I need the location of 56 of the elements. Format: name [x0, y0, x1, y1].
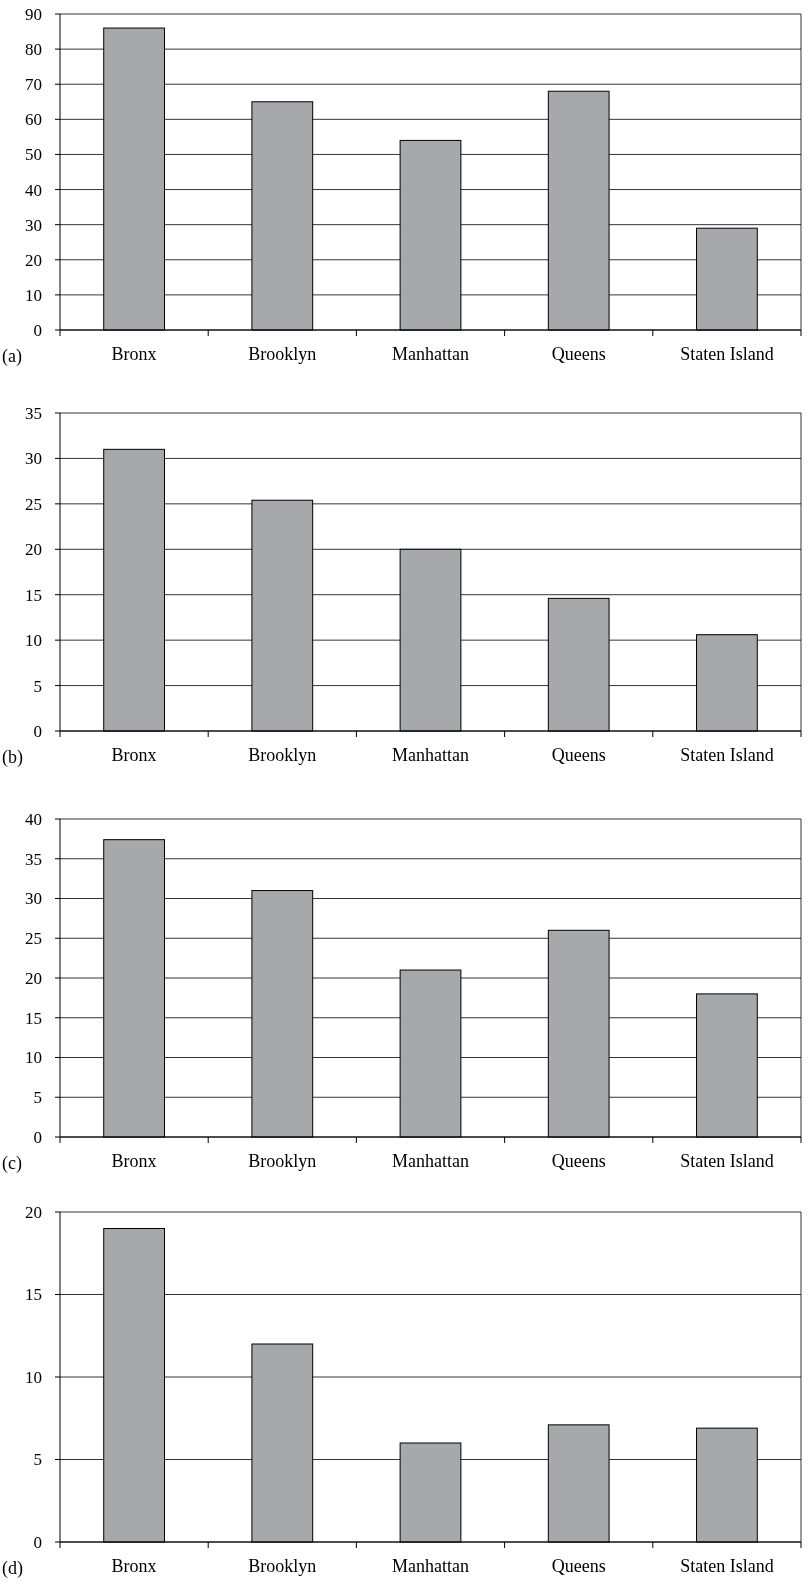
y-tick-label: 15 — [25, 1285, 42, 1305]
y-tick-label: 5 — [33, 1450, 42, 1470]
x-tick-label: Queens — [551, 1151, 606, 1171]
y-tick-label: 10 — [25, 285, 42, 305]
text: (d) — [2, 1558, 23, 1579]
text: (b) — [2, 747, 23, 768]
x-tick-label: Bronx — [111, 745, 157, 765]
y-tick-label: 25 — [25, 494, 42, 514]
y-tick-label: 10 — [25, 1048, 42, 1068]
y-tick-label: 0 — [33, 1532, 42, 1552]
y-tick-label: 40 — [25, 809, 42, 829]
y-tick-label: 0 — [33, 1127, 42, 1147]
y-tick-label: 30 — [25, 215, 42, 235]
x-tick-label: Brooklyn — [248, 344, 317, 364]
y-tick-label: 20 — [25, 968, 42, 988]
y-tick-label: 35 — [25, 849, 42, 869]
x-tick-label: Brooklyn — [248, 745, 317, 765]
y-tick-label: 80 — [25, 40, 42, 60]
text: (c) — [2, 1153, 22, 1174]
y-tick-label: 0 — [33, 721, 42, 741]
y-tick-label: 30 — [25, 449, 42, 469]
x-tick-label: Bronx — [111, 1151, 157, 1171]
y-tick-label: 15 — [25, 1008, 42, 1028]
x-tick-label: Manhattan — [392, 1556, 469, 1576]
y-tick-label: 10 — [25, 631, 42, 651]
x-tick-label: Manhattan — [392, 1151, 469, 1171]
x-tick-label: Staten Island — [680, 1556, 774, 1576]
y-tick-label: 90 — [25, 4, 42, 24]
y-tick-label: 20 — [25, 1202, 42, 1222]
y-tick-label: 0 — [33, 320, 42, 340]
x-tick-label: Queens — [551, 344, 606, 364]
x-tick-label: Staten Island — [680, 1151, 774, 1171]
x-tick-label: Brooklyn — [248, 1556, 317, 1576]
y-tick-label: 35 — [25, 403, 42, 423]
x-tick-label: Staten Island — [680, 745, 774, 765]
x-tick-label: Manhattan — [392, 344, 469, 364]
x-tick-label: Queens — [551, 745, 606, 765]
x-tick-label: Brooklyn — [248, 1151, 317, 1171]
x-tick-label: Bronx — [111, 344, 157, 364]
y-tick-label: 5 — [33, 1088, 42, 1108]
y-tick-label: 30 — [25, 889, 42, 909]
x-tick-label: Manhattan — [392, 745, 469, 765]
y-tick-label: 10 — [25, 1367, 42, 1387]
y-tick-label: 20 — [25, 540, 42, 560]
text: (a) — [2, 346, 22, 367]
y-tick-label: 60 — [25, 110, 42, 130]
y-tick-label: 25 — [25, 929, 42, 949]
y-tick-label: 15 — [25, 585, 42, 605]
x-tick-label: Staten Island — [680, 344, 774, 364]
y-tick-label: 50 — [25, 145, 42, 165]
y-tick-label: 40 — [25, 180, 42, 200]
x-tick-label: Queens — [551, 1556, 606, 1576]
y-tick-label: 70 — [25, 75, 42, 95]
x-tick-label: Bronx — [111, 1556, 157, 1576]
y-tick-label: 5 — [33, 676, 42, 696]
y-tick-label: 20 — [25, 250, 42, 270]
